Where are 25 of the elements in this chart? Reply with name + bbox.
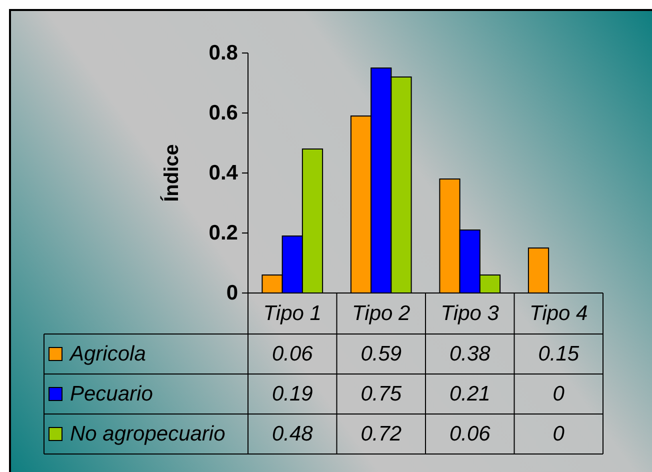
y-tick-label: 0.8 (208, 42, 238, 64)
y-tick-label: 0.6 (208, 102, 238, 124)
x-tick-label: Tipo 3 (440, 302, 500, 325)
data-label: 0.72 (360, 422, 402, 446)
data-label: 0 (552, 382, 565, 406)
data-label: 0.19 (272, 382, 314, 406)
data-label: 0.38 (449, 342, 491, 366)
data-label: 0.48 (272, 422, 314, 446)
legend-label: Agricola (68, 342, 146, 366)
y-tick-label: 0.2 (208, 222, 238, 244)
y-tick-label: 0.4 (208, 162, 238, 184)
legend-label: No agropecuario (70, 422, 226, 446)
x-tick-label: Tipo 2 (352, 302, 411, 325)
data-label: 0.75 (360, 382, 402, 406)
data-label: 0.06 (449, 422, 491, 446)
y-tick-label: 0 (226, 282, 238, 304)
y-axis-title: Índice (160, 144, 183, 202)
x-tick-label: Tipo 1 (263, 302, 322, 325)
data-label: 0.59 (360, 342, 402, 366)
data-label: 0.21 (449, 382, 490, 406)
data-label: 0.15 (538, 342, 580, 366)
x-tick-label: Tipo 4 (530, 302, 588, 325)
data-label: 0 (552, 422, 565, 446)
legend-label: Pecuario (70, 382, 154, 406)
data-label: 0.06 (272, 342, 314, 366)
